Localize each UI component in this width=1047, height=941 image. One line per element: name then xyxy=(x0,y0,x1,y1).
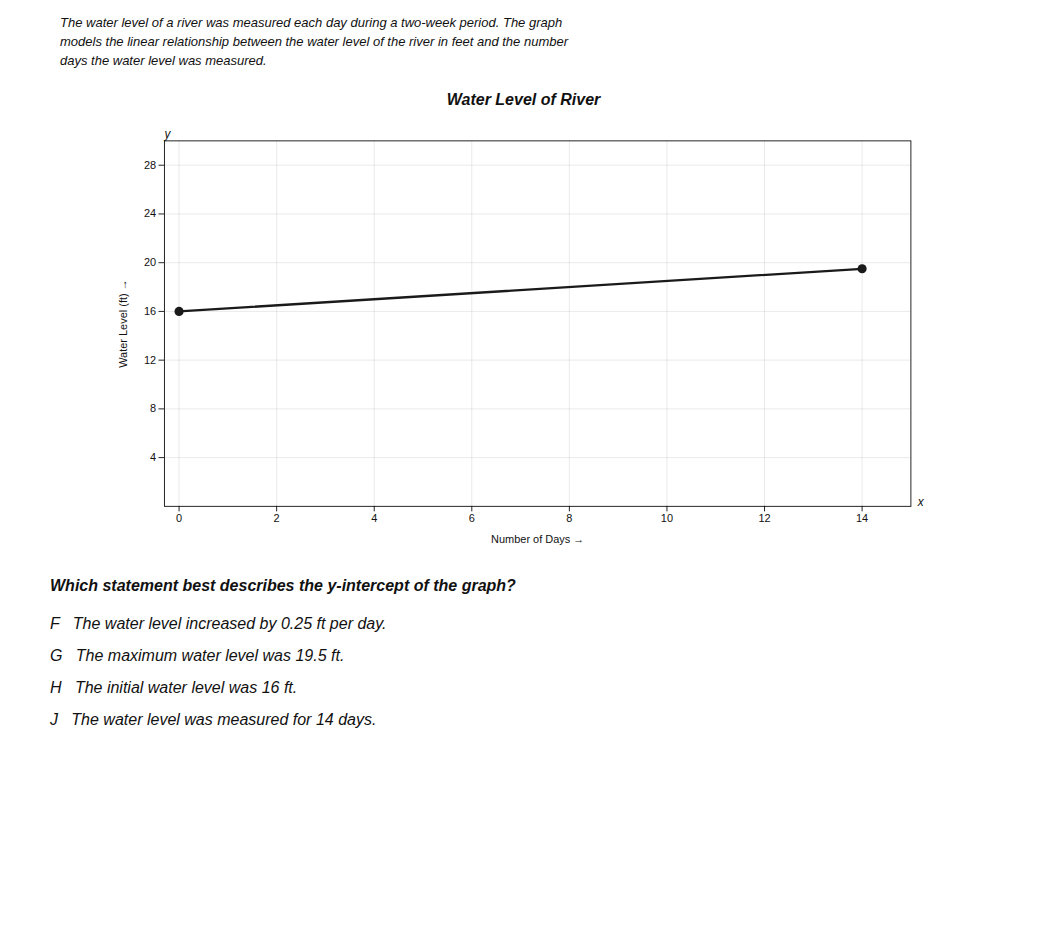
html-text:Which statement best describes: Which statement best describes the y-int… xyxy=(50,577,516,595)
svg-text:12: 12 xyxy=(758,512,770,524)
html-text:F The water level increased by: F The water level increased by 0.25 ft p… xyxy=(50,615,387,633)
svg-text:Number of Days →: Number of Days → xyxy=(491,532,584,544)
svg-text:y: y xyxy=(163,127,171,141)
html-text:models the linear relationship: models the linear relationship between t… xyxy=(60,33,568,49)
html-text:The water level of a river was: The water level of a river was measured … xyxy=(60,15,563,30)
svg-text:6: 6 xyxy=(469,512,475,524)
svg-text:12: 12 xyxy=(144,353,156,365)
svg-text:8: 8 xyxy=(566,512,572,524)
svg-text:4: 4 xyxy=(371,512,377,524)
svg-text:0: 0 xyxy=(176,512,182,524)
svg-text:14: 14 xyxy=(856,512,868,524)
svg-text:10: 10 xyxy=(661,512,673,524)
svg-text:24: 24 xyxy=(144,207,156,219)
svg-text:2: 2 xyxy=(274,512,280,524)
html-text:days the water level was measu: days the water level was measured. xyxy=(60,52,267,68)
html-text:G The maximum water level was: G The maximum water level was 19.5 ft. xyxy=(50,647,345,665)
svg-text:4: 4 xyxy=(150,451,156,463)
svg-text:x: x xyxy=(917,495,925,509)
html-text:Water Level of River: Water Level of River xyxy=(446,90,601,108)
svg-text:28: 28 xyxy=(144,158,156,170)
svg-text:Water Level (ft) →: Water Level (ft) → xyxy=(117,279,129,367)
svg-text:8: 8 xyxy=(150,402,156,414)
svg-text:20: 20 xyxy=(144,256,156,268)
svg-text:16: 16 xyxy=(144,304,156,316)
html-text:H The initial water level was: H The initial water level was 16 ft. xyxy=(50,679,298,697)
html-text:J The water level was measured: J The water level was measured for 14 da… xyxy=(50,711,377,729)
